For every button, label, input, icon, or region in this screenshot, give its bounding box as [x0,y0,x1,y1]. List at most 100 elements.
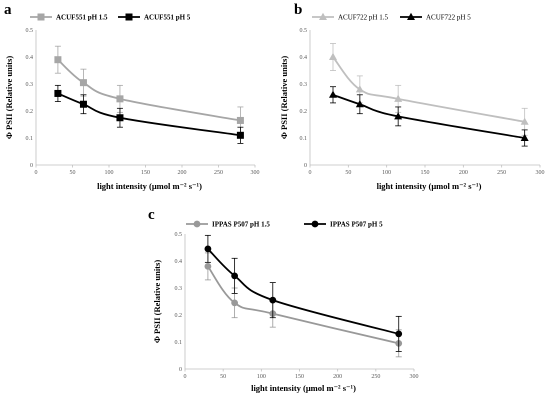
legend-entry: ACUF722 pH 1.5 [312,12,388,22]
data-point [394,112,403,120]
series-2 [54,84,244,144]
y-tick-label: 0.2 [300,109,308,115]
legend-entry: IPPAS P507 pH 1.5 [186,221,270,229]
y-tick-label: 0.5 [26,28,34,34]
x-axis-label: light intensity (μmol m⁻² s⁻¹) [97,181,202,191]
series-line [207,265,399,345]
x-tick-label: 0 [35,170,38,176]
x-tick-label: 50 [70,170,76,176]
data-point [269,296,277,304]
legend-entry: ACUF722 pH 5 [400,12,471,22]
legend-label: ACUF551 pH 1.5 [56,14,108,22]
x-tick-label: 300 [536,170,545,176]
legend-marker [319,12,327,20]
legend-label: ACUF722 pH 5 [426,14,471,22]
series-line [57,59,241,122]
series-1 [54,45,244,135]
x-tick-label: 200 [178,170,187,176]
y-axis-label: Φ PSII (Relative units) [4,56,14,139]
data-point [231,299,239,307]
legend-entry: ACUF551 pH 1.5 [30,13,108,22]
x-tick-label: 100 [105,170,114,176]
legend-marker [37,13,45,21]
y-tick-label: 0.4 [26,55,34,61]
data-point [116,114,124,122]
y-tick-label: 0.1 [300,136,308,142]
panel-a: a 0 0.1 0.2 0.3 0.4 0.5 0 50 100 150 200 250 300 light… [4,2,260,191]
y-axis-label: Φ PSII (Relative units) [152,260,162,343]
data-point [204,263,212,270]
legend-label: ACUF722 pH 1.5 [338,14,388,22]
x-tick-label: 150 [141,170,150,176]
legend-marker [311,220,319,228]
data-point [395,330,403,338]
legend-label: ACUF551 pH 5 [144,14,191,22]
x-tick-label: 100 [257,374,266,380]
y-tick-label: 0.5 [175,232,183,238]
x-tick-label: 200 [333,374,342,380]
x-tick-label: 250 [371,374,380,380]
data-point [116,95,124,103]
x-tick-label: 0 [184,374,187,380]
data-point [236,116,244,124]
data-point [236,131,244,139]
legend-marker [125,13,133,21]
y-tick-label: 0 [179,367,182,373]
y-tick-label: 0.3 [26,82,34,88]
x-tick-label: 300 [410,374,419,380]
legend-marker [193,220,201,228]
x-tick-label: 50 [220,374,226,380]
series-1 [204,252,403,358]
data-point [329,90,337,98]
legend-label: IPPAS P507 pH 1.5 [212,221,270,229]
y-tick-label: 0.4 [300,55,308,61]
data-point [355,85,364,93]
legend-entry: IPPAS P507 pH 5 [304,221,383,229]
series-2 [204,234,403,352]
series-1 [329,43,529,136]
panel-b: b 0 0.1 0.2 0.3 0.4 0.5 0 50 100 150 200 250 300 light… [279,2,545,191]
x-axis-label: light intensity (μmol m⁻² s⁻¹) [377,181,482,191]
x-tick-label: 200 [459,170,468,176]
series-line [332,93,525,139]
data-point [79,100,87,108]
y-tick-label: 0 [304,163,307,169]
y-tick-label: 0.5 [300,28,308,34]
legend-entry: ACUF551 pH 5 [118,13,191,22]
x-axis-label: light intensity (μmol m⁻² s⁻¹) [251,383,356,393]
y-axis-label: Φ PSII (Relative units) [279,56,289,139]
panel-c: c 0 0.1 0.2 0.3 0.4 0.5 0 50 100 150 200 250 300 light… [148,207,419,393]
y-tick-label: 0.3 [300,82,308,88]
x-tick-label: 250 [497,170,506,176]
data-point [520,117,529,125]
legend-label: IPPAS P507 pH 5 [330,221,383,229]
series-line [57,92,241,137]
y-tick-label: 0.4 [175,259,183,265]
x-tick-label: 150 [421,170,430,176]
data-point [231,272,239,280]
data-point [329,52,337,60]
y-tick-label: 0.3 [175,286,183,292]
panel-letter: a [4,2,12,18]
y-tick-label: 0 [30,163,33,169]
x-tick-label: 100 [382,170,391,176]
data-point [520,133,529,141]
data-point [355,100,364,108]
legend-marker [407,12,415,20]
data-point [394,94,403,102]
y-tick-label: 0.1 [26,136,34,142]
data-point [204,245,212,253]
data-point [79,79,87,87]
x-tick-label: 250 [214,170,223,176]
series-line [207,248,399,335]
series-2 [329,86,529,147]
panel-letter: b [294,2,302,18]
x-tick-label: 300 [251,170,260,176]
series-line [332,56,525,123]
data-point [54,56,62,64]
x-tick-label: 150 [295,374,304,380]
x-tick-label: 50 [345,170,351,176]
y-tick-label: 0.1 [175,340,183,346]
panel-letter: c [148,207,155,223]
